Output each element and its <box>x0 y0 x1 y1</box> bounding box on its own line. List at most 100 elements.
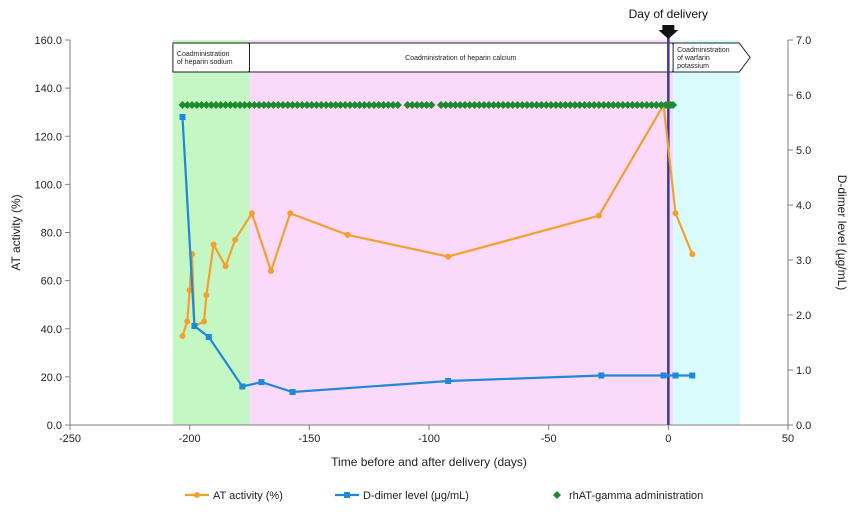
rhat-dose-marker <box>513 100 522 109</box>
x-tick-label: -50 <box>541 433 557 445</box>
phase-region-1 <box>249 40 674 425</box>
y-right-tick-label: 4.0 <box>796 200 811 212</box>
at-activity-point <box>445 253 452 260</box>
rhat-dose-marker <box>403 100 412 109</box>
y-axis-right-title: D-dimer level (μg/mL) <box>835 175 849 291</box>
rhat-dose-marker <box>484 100 493 109</box>
rhat-dose-marker <box>336 100 345 109</box>
y-left-tick-label: 160.0 <box>34 35 62 47</box>
y-left-tick-label: 60.0 <box>41 276 62 288</box>
rhat-dose-marker <box>393 100 402 109</box>
rhat-dose-marker <box>197 100 206 109</box>
x-tick-label: 50 <box>782 433 794 445</box>
y-right-tick-label: 1.0 <box>796 365 811 377</box>
d-dimer-point <box>289 389 296 395</box>
y-axis-left-title: AT activity (%) <box>9 194 23 270</box>
rhat-dose-marker <box>192 100 201 109</box>
at-activity-point <box>201 318 208 325</box>
rhat-dose-marker <box>259 100 268 109</box>
rhat-dose-marker <box>561 100 570 109</box>
rhat-dose-marker <box>628 100 637 109</box>
rhat-dose-marker <box>585 100 594 109</box>
x-tick-label: -200 <box>179 433 201 445</box>
x-tick-label: -250 <box>59 433 81 445</box>
rhat-dose-marker <box>594 100 603 109</box>
series-2 <box>178 100 678 109</box>
rhat-dose-marker <box>221 100 230 109</box>
at-activity-point <box>179 332 186 339</box>
legend-marker-2 <box>553 491 561 499</box>
series-1 <box>179 114 696 395</box>
at-activity-point <box>287 210 294 217</box>
rhat-dose-marker <box>326 100 335 109</box>
rhat-dose-marker <box>638 100 647 109</box>
y-right-tick-label: 0.0 <box>796 420 811 432</box>
rhat-dose-marker <box>413 100 422 109</box>
y-left-tick-label: 80.0 <box>41 228 62 240</box>
y-right-tick-label: 7.0 <box>796 35 811 47</box>
rhat-dose-marker <box>207 100 216 109</box>
rhat-dose-marker <box>623 100 632 109</box>
rhat-dose-marker <box>427 100 436 109</box>
phase-label-0: of heparin sodium <box>177 59 233 66</box>
rhat-dose-marker <box>480 100 489 109</box>
rhat-dose-marker <box>312 100 321 109</box>
rhat-dose-marker <box>527 100 536 109</box>
rhat-dose-marker <box>446 100 455 109</box>
y-left-tick-label: 100.0 <box>34 179 62 191</box>
rhat-dose-marker <box>331 100 340 109</box>
x-tick-label: 0 <box>665 433 671 445</box>
rhat-dose-marker <box>532 100 541 109</box>
d-dimer-point <box>660 372 667 379</box>
d-dimer-point <box>179 114 186 120</box>
d-dimer-point <box>205 334 212 340</box>
rhat-dose-marker <box>317 100 326 109</box>
rhat-dose-marker <box>451 100 460 109</box>
rhat-dose-marker <box>389 100 398 109</box>
y-left-tick-label: 140.0 <box>34 83 62 95</box>
d-dimer-point <box>258 379 265 386</box>
rhat-dose-marker <box>436 100 445 109</box>
rhat-dose-marker <box>216 100 225 109</box>
rhat-dose-marker <box>556 100 565 109</box>
x-axis-title: Time before and after delivery (days) <box>331 455 527 469</box>
rhat-dose-marker <box>211 100 220 109</box>
at-activity-point <box>210 241 217 248</box>
series-layer: Day of delivery <box>178 7 708 425</box>
rhat-dose-marker <box>422 100 431 109</box>
rhat-dose-marker <box>360 100 369 109</box>
phase-label-2: Coadministration <box>677 47 730 54</box>
rhat-dose-marker <box>341 100 350 109</box>
at-activity-point <box>672 210 679 217</box>
rhat-dose-marker <box>657 100 666 109</box>
rhat-dose-marker <box>537 100 546 109</box>
at-activity-point <box>203 292 210 299</box>
phase-region-0 <box>172 40 250 425</box>
rhat-dose-marker <box>202 100 211 109</box>
rhat-dose-marker <box>379 100 388 109</box>
rhat-dose-marker <box>235 100 244 109</box>
legend-label-1: D-dimer level (μg/mL) <box>363 490 469 502</box>
phase-label-1: Coadministration of heparin calcium <box>405 55 516 62</box>
rhat-dose-marker <box>633 100 642 109</box>
rhat-dose-marker <box>288 100 297 109</box>
rhat-dose-marker <box>188 100 197 109</box>
rhat-dose-marker <box>609 100 618 109</box>
rhat-dose-marker <box>456 100 465 109</box>
rhat-dose-marker <box>652 100 661 109</box>
rhat-dose-marker <box>575 100 584 109</box>
rhat-dose-marker <box>374 100 383 109</box>
rhat-dose-marker <box>255 100 264 109</box>
rhat-dose-marker <box>566 100 575 109</box>
rhat-dose-marker <box>293 100 302 109</box>
rhat-dose-marker <box>570 100 579 109</box>
y-left-tick-label: 0.0 <box>47 420 62 432</box>
rhat-dose-marker <box>274 100 283 109</box>
at-activity-point <box>689 251 696 258</box>
rhat-dose-marker <box>542 100 551 109</box>
rhat-dose-marker <box>518 100 527 109</box>
phase-label-0: Coadministration <box>177 51 230 58</box>
x-tick-label: -100 <box>418 433 440 445</box>
rhat-dose-marker <box>226 100 235 109</box>
